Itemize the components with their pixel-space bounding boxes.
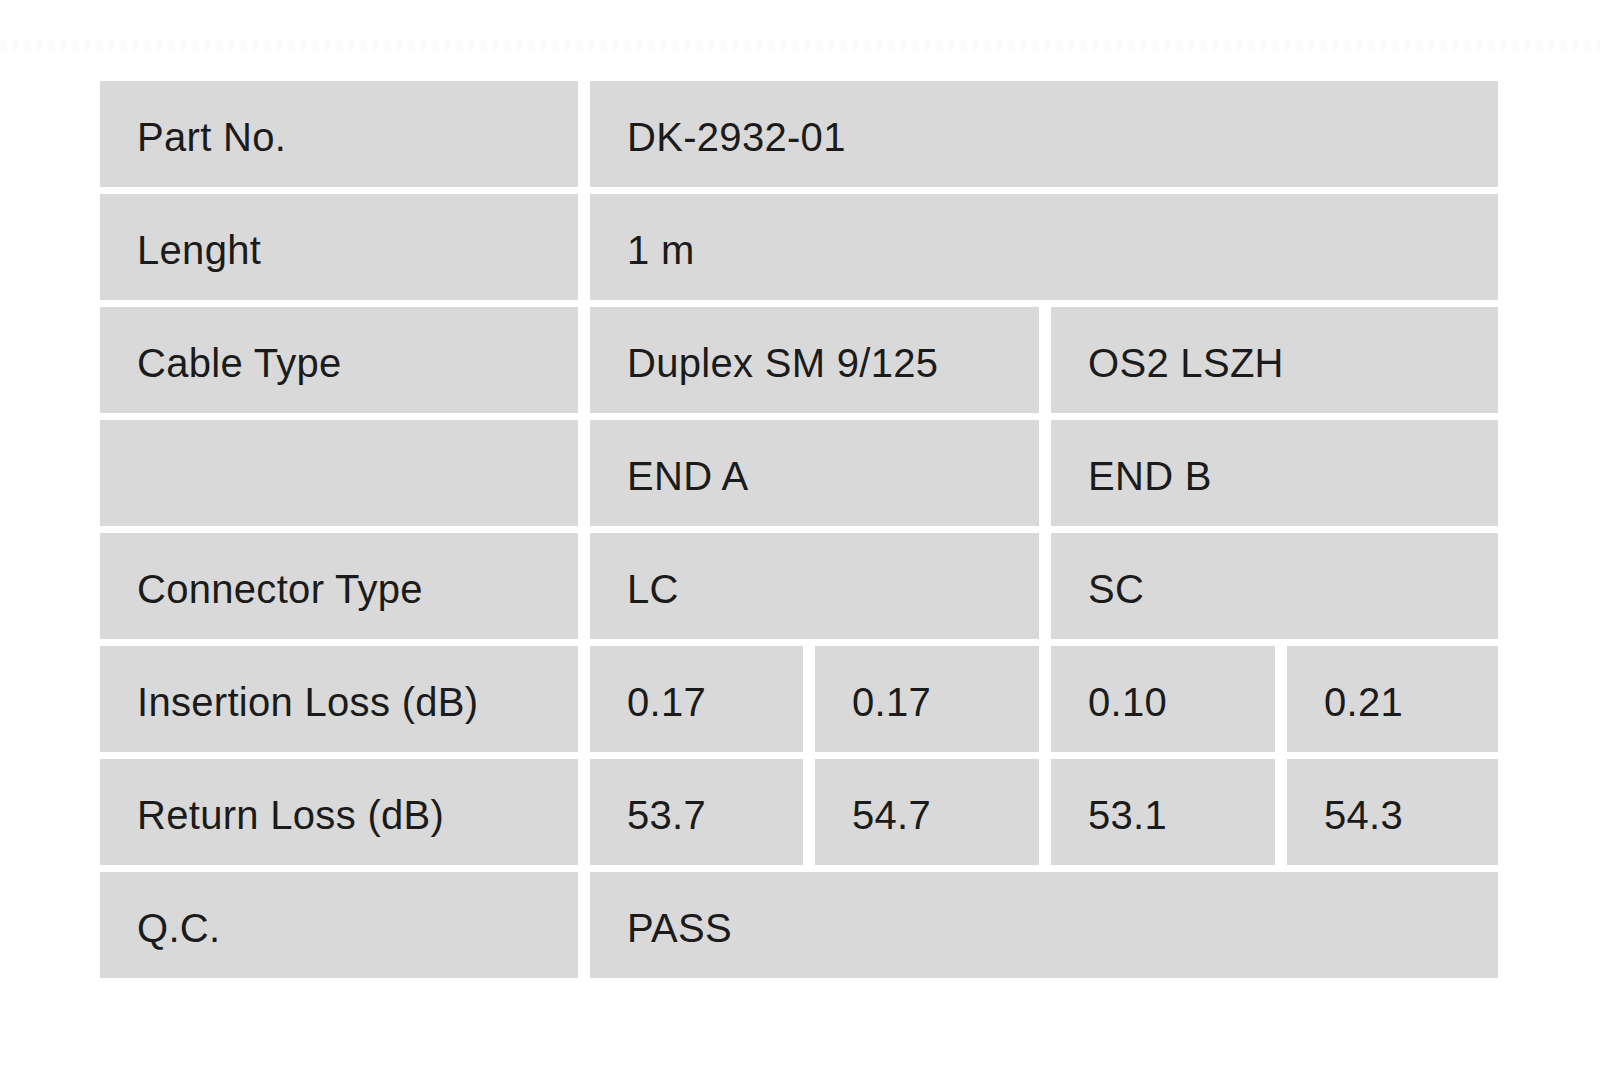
spec-table: Part No. DK-2932-01 Lenght 1 m Cable Typ… bbox=[100, 81, 1498, 978]
return-loss-end-a-2: 54.7 bbox=[815, 759, 1039, 865]
insertion-loss-end-b-1: 0.10 bbox=[1051, 646, 1275, 752]
end-a-header-cell: END A bbox=[590, 420, 1039, 526]
part-no-label-cell: Part No. bbox=[100, 81, 578, 187]
insertion-loss-end-a-2: 0.17 bbox=[815, 646, 1039, 752]
insertion-loss-label-cell: Insertion Loss (dB) bbox=[100, 646, 578, 752]
insertion-loss-end-a-1: 0.17 bbox=[590, 646, 803, 752]
end-b-header-cell: END B bbox=[1051, 420, 1498, 526]
length-label-cell: Lenght bbox=[100, 194, 578, 300]
insertion-loss-end-b-2: 0.21 bbox=[1287, 646, 1498, 752]
return-loss-end-b-2: 54.3 bbox=[1287, 759, 1498, 865]
connector-end-a-cell: LC bbox=[590, 533, 1039, 639]
connector-end-b-cell: SC bbox=[1051, 533, 1498, 639]
return-loss-label-cell: Return Loss (dB) bbox=[100, 759, 578, 865]
return-loss-end-b-1: 53.1 bbox=[1051, 759, 1275, 865]
end-header-empty-cell bbox=[100, 420, 578, 526]
part-no-value-cell: DK-2932-01 bbox=[590, 81, 1498, 187]
datasheet-page: Part No. DK-2932-01 Lenght 1 m Cable Typ… bbox=[0, 0, 1600, 1066]
return-loss-end-a-1: 53.7 bbox=[590, 759, 803, 865]
cable-jacket-value-cell: OS2 LSZH bbox=[1051, 307, 1498, 413]
scan-artifact-band bbox=[0, 40, 1600, 51]
cable-type-label-cell: Cable Type bbox=[100, 307, 578, 413]
length-value-cell: 1 m bbox=[590, 194, 1498, 300]
qc-label-cell: Q.C. bbox=[100, 872, 578, 978]
qc-result-cell: PASS bbox=[590, 872, 1498, 978]
connector-type-label-cell: Connector Type bbox=[100, 533, 578, 639]
cable-type-value-cell: Duplex SM 9/125 bbox=[590, 307, 1039, 413]
